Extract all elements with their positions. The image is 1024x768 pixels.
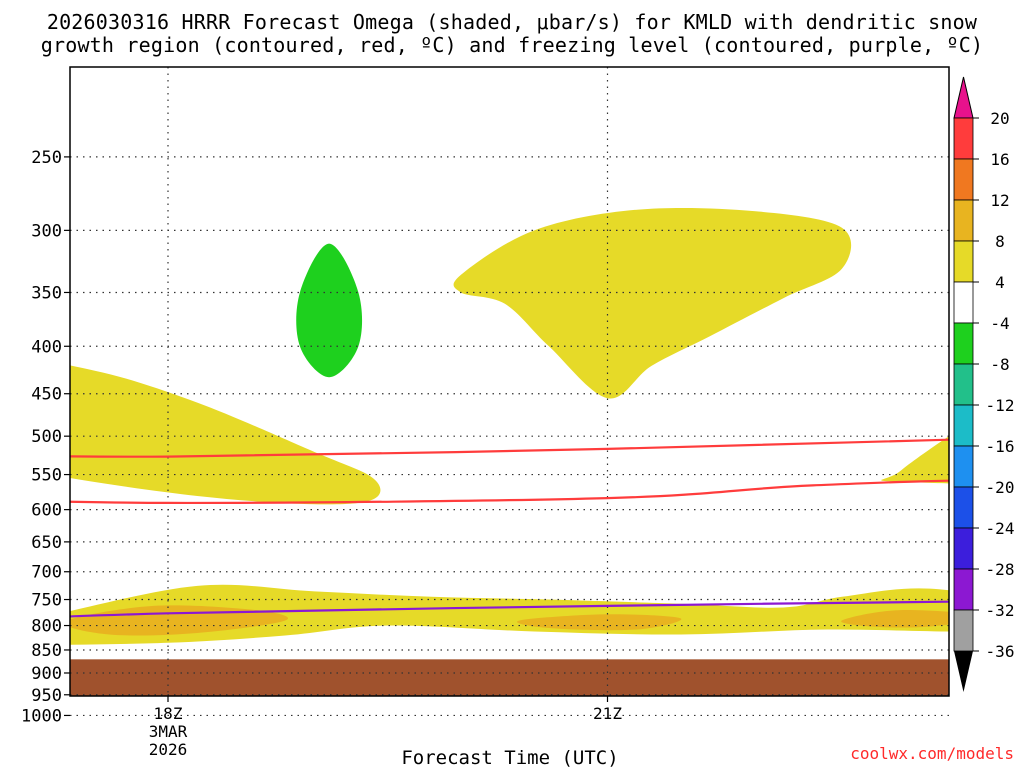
omega-region-14 — [516, 614, 682, 631]
colorbar-label-14: -36 — [986, 642, 1015, 661]
colorbar-swatch-3 — [953, 199, 974, 242]
y-tick-label-800: 800 — [31, 617, 62, 637]
y-tick-label-400: 400 — [31, 337, 62, 357]
x-tick-label-21Z: 21Z — [593, 704, 622, 723]
chart-title-line-2: growth region (contoured, red, ºC) and f… — [40, 33, 984, 57]
colorbar-label-10: -20 — [986, 478, 1015, 497]
colorbar-swatch-11 — [953, 527, 974, 570]
y-tick-label-950: 950 — [31, 686, 62, 706]
colorbar-label-5: 4 — [995, 273, 1005, 292]
colorbar-swatch-6 — [953, 322, 974, 365]
colorbar-label-4: 8 — [995, 232, 1005, 251]
colorbar-label-6: -4 — [990, 314, 1009, 333]
omega-region-3 — [296, 243, 363, 378]
y-tick-label-300: 300 — [31, 221, 62, 241]
y-tick-label-500: 500 — [31, 427, 62, 447]
colorbar-swatch-9 — [953, 445, 974, 488]
colorbar-label-9: -16 — [986, 437, 1015, 456]
colorbar-swatch-13 — [953, 609, 974, 652]
terrain-fill — [70, 659, 949, 696]
x-tick-label-18Z: 18Z — [154, 704, 183, 723]
colorbar-swatch-7 — [953, 363, 974, 406]
omega-shading-layer — [70, 207, 949, 645]
omega-region-2 — [453, 207, 852, 399]
y-tick-label-850: 850 — [31, 641, 62, 661]
colorbar-label-13: -32 — [986, 601, 1015, 620]
colorbar-swatch-10 — [953, 486, 974, 529]
contour-dgz-bottom — [70, 479, 949, 505]
contour-dgz-top — [70, 438, 949, 458]
colorbar-swatch-4 — [953, 240, 974, 283]
colorbar-label-2: 16 — [990, 150, 1009, 169]
chart-title-line-1: 2026030316 HRRR Forecast Omega (shaded, … — [46, 10, 978, 34]
colorbar-label-12: -28 — [986, 560, 1015, 579]
plot-frame — [69, 66, 950, 697]
y-tick-label-450: 450 — [31, 385, 62, 405]
colorbar-swatch-5 — [953, 281, 974, 324]
x-tick-sublabel-3MAR: 3MAR — [149, 722, 188, 741]
colorbar-swatch-12 — [953, 568, 974, 611]
colorbar-bottom-arrow — [954, 651, 973, 692]
contour-layer: -120 — [70, 438, 949, 618]
colorbar-swatch-2 — [953, 158, 974, 201]
omega-region-15 — [841, 610, 949, 628]
colorbar-label-7: -8 — [990, 355, 1009, 374]
grid-layer — [70, 67, 949, 717]
y-tick-label-600: 600 — [31, 501, 62, 521]
omega-region-4 — [881, 436, 949, 484]
y-tick-label-700: 700 — [31, 563, 62, 583]
y-tick-label-1000: 1000 — [21, 706, 62, 726]
x-tick-sublabel-2026: 2026 — [149, 740, 188, 759]
terrain-layer — [70, 659, 949, 696]
x-axis-label: Forecast Time (UTC) — [401, 747, 618, 768]
y-tick-label-650: 650 — [31, 533, 62, 553]
colorbar-swatch-8 — [953, 404, 974, 447]
y-tick-label-750: 750 — [31, 591, 62, 611]
omega-region-1 — [70, 365, 381, 505]
y-axis-ticks: 250 300 350 400 450 500 550 600 650 700 750 800 850 9… — [21, 148, 70, 726]
x-axis-ticks: 18Z3MAR202621Z00Z4MAR03Z06Z09Z — [149, 696, 622, 759]
source-credit: coolwx.com/models — [850, 744, 1014, 763]
colorbar: 20 16 12 8 4 -4 -8 -12 -16 -20 -24 -28 -32 -36 — [953, 76, 1015, 692]
y-tick-label-550: 550 — [31, 466, 62, 486]
colorbar-label-1: 20 — [990, 109, 1009, 128]
colorbar-label-3: 12 — [990, 191, 1009, 210]
y-tick-label-900: 900 — [31, 664, 62, 684]
y-tick-label-250: 250 — [31, 148, 62, 168]
omega-region-12 — [70, 584, 949, 645]
colorbar-swatch-1 — [953, 117, 974, 160]
y-tick-label-350: 350 — [31, 283, 62, 303]
colorbar-label-11: -24 — [986, 519, 1015, 538]
colorbar-top-arrow — [953, 76, 974, 119]
colorbar-label-8: -12 — [986, 396, 1015, 415]
contour-freezing-level — [70, 600, 949, 618]
